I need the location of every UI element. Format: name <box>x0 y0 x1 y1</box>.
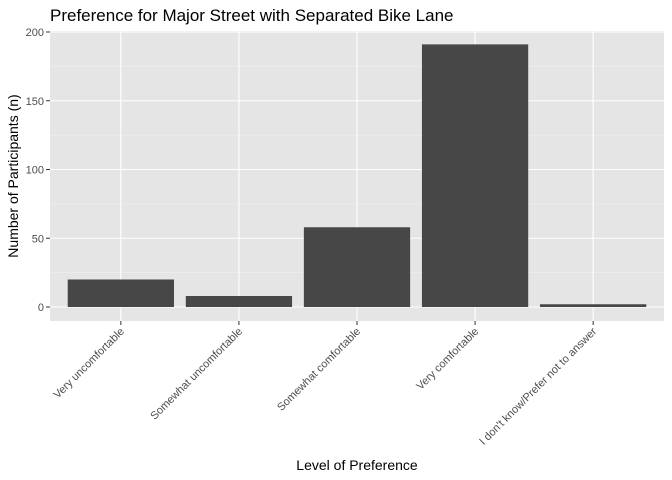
bar <box>185 296 293 307</box>
bar <box>67 279 174 307</box>
x-tick-label: I don't know/Prefer not to answer <box>477 325 599 447</box>
y-tick-label: 200 <box>26 27 44 39</box>
x-axis: Very uncomfortable Somewhat uncomfortable… <box>51 321 600 448</box>
x-tick-label: Somewhat comfortable <box>275 326 363 414</box>
y-axis-title: Number of Participants (n) <box>5 94 21 257</box>
x-axis-title: Level of Preference <box>296 457 418 473</box>
bar <box>540 304 647 307</box>
y-tick-label: 100 <box>26 165 44 177</box>
y-tick-label: 0 <box>38 302 44 314</box>
chart-title: Preference for Major Street with Separat… <box>50 6 454 25</box>
bars <box>67 44 647 307</box>
x-tick-label: Very uncomfortable <box>51 326 127 402</box>
x-tick-label: Very comfortable <box>414 326 481 393</box>
y-tick-label: 50 <box>32 233 44 245</box>
y-axis: 0 50 100 150 200 <box>26 27 50 314</box>
bar <box>303 227 411 307</box>
x-tick-label: Somewhat uncomfortable <box>148 326 245 423</box>
y-tick-label: 150 <box>26 96 44 108</box>
bar <box>421 44 529 307</box>
